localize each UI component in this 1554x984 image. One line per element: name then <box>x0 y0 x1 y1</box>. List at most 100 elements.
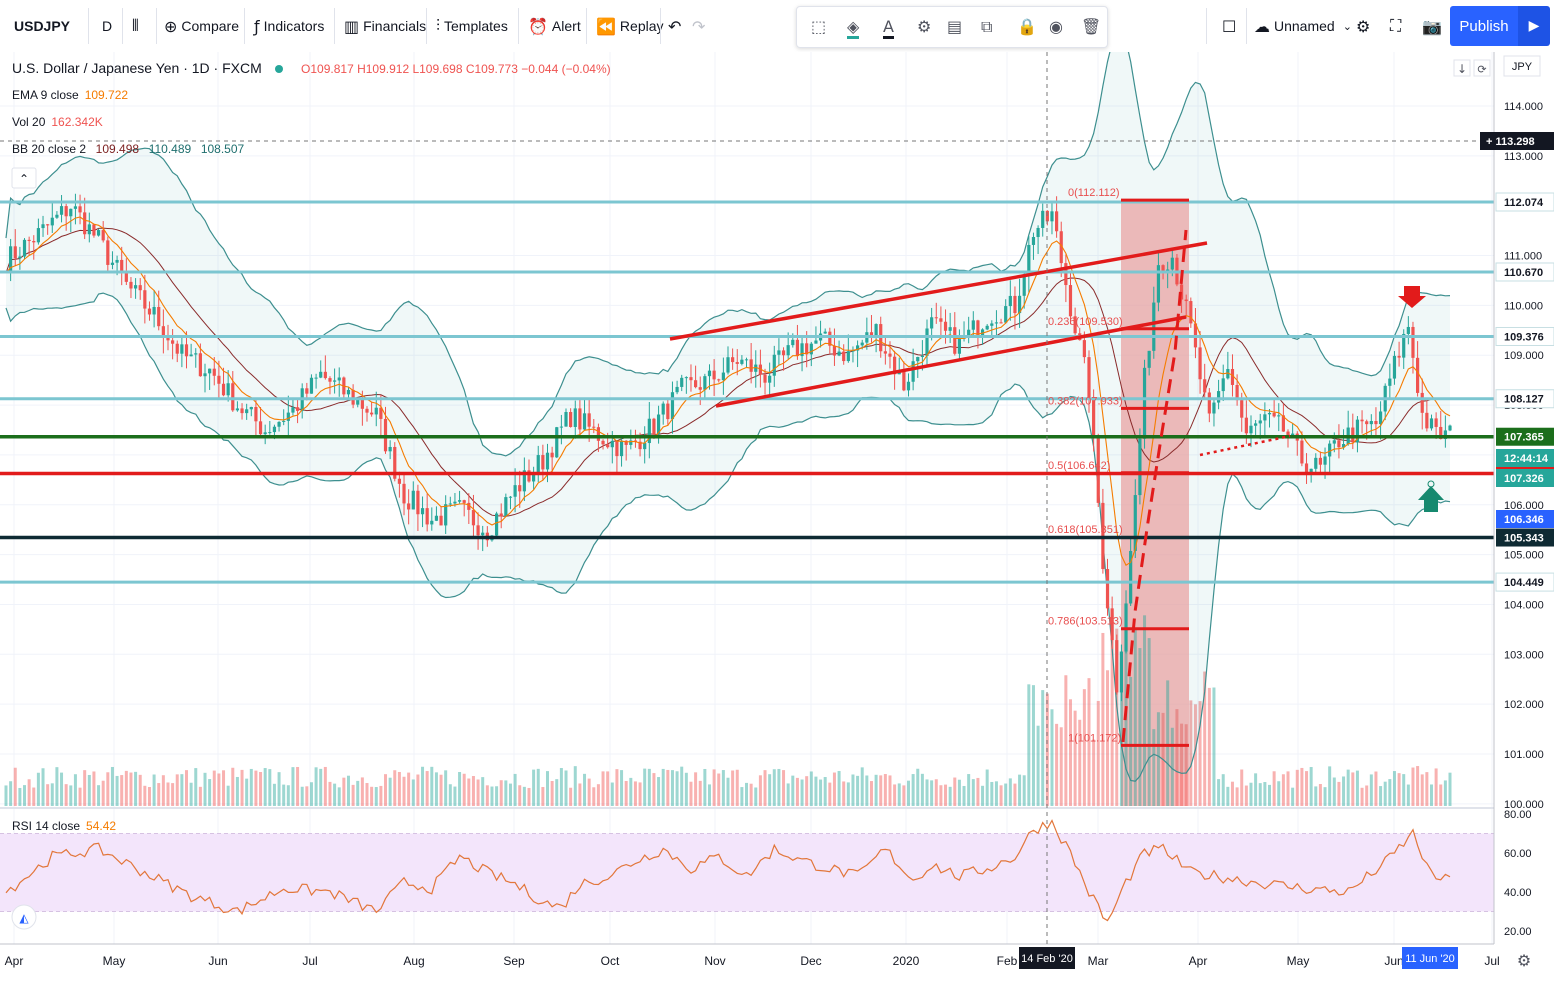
volume-bar <box>897 783 901 806</box>
bb-label: BB 20 close 2 <box>12 142 87 156</box>
candle-body <box>1027 244 1031 276</box>
layers-icon[interactable]: ▤ <box>947 17 963 36</box>
undo-button[interactable]: ↶ <box>668 8 685 44</box>
multi-layout-button[interactable]: ☐ <box>1222 8 1240 44</box>
main-legend: U.S. Dollar / Japanese Yen · 1D · FXCM O… <box>12 60 611 76</box>
candle-body <box>999 322 1003 324</box>
chart-type-button[interactable]: ⫴ <box>132 8 143 44</box>
candle-body <box>231 383 235 411</box>
candle-body <box>860 342 864 346</box>
candle-body <box>777 350 781 355</box>
volume-bar <box>462 773 466 806</box>
candle-body <box>1304 463 1309 473</box>
volume-bar <box>231 767 235 806</box>
time-axis-settings-button[interactable] <box>1512 948 1536 972</box>
candle-body <box>1119 651 1123 693</box>
bollinger-bands <box>5 52 1451 782</box>
ema-label: EMA 9 close <box>12 88 79 102</box>
volume-bar <box>795 777 799 806</box>
chart-settings-button[interactable]: ⚙ <box>1356 8 1374 44</box>
volume-bar <box>1281 774 1285 806</box>
layout-name-button[interactable]: ☁ Unnamed ⌄ <box>1254 8 1356 44</box>
redo-button[interactable]: ↷ <box>692 8 709 44</box>
price-chart[interactable]: 0(112.112) 0.236(109.530) 0.382(107.933) 0.… <box>0 52 1554 984</box>
candle-body <box>596 427 601 441</box>
volume-bar <box>416 774 420 806</box>
volume-bar <box>518 785 522 806</box>
candle-body <box>781 350 786 356</box>
bb-legend[interactable]: BB 20 close 2 109.498 110.489 108.507 <box>12 141 244 156</box>
volume-bar <box>458 772 462 806</box>
candle-body <box>157 306 161 327</box>
volume-bar <box>1059 727 1063 806</box>
candle-body <box>712 370 716 380</box>
candles-icon: ⫴ <box>132 16 139 35</box>
fib-label: 0.5(106.642) <box>1048 460 1110 472</box>
volume-bar <box>203 772 207 806</box>
candle-body <box>842 351 846 362</box>
currency-badge[interactable] <box>1503 55 1541 77</box>
settings-gear-icon[interactable]: ⚙ <box>917 17 932 36</box>
candle-body <box>587 413 591 427</box>
arrows <box>1398 286 1444 512</box>
publish-button[interactable]: Publish <box>1450 6 1518 46</box>
templates-button[interactable]: ⫶ Templates <box>436 8 508 44</box>
candle-body <box>763 374 767 383</box>
candle-body <box>1402 333 1406 358</box>
interval-button[interactable]: D <box>102 8 112 44</box>
crosshair-price-label: + 113.298 <box>1486 136 1535 148</box>
scroll-down-button[interactable] <box>1453 59 1471 77</box>
candle-body <box>1337 440 1341 448</box>
candle-body <box>1216 391 1221 403</box>
alert-button[interactable]: ⏰ Alert <box>528 8 581 44</box>
symbol-search-button[interactable]: USDJPY <box>14 8 70 44</box>
time-axis[interactable]: Apr May Jun Jul Aug Sep Oct Nov Dec 2020 Feb Mar Apr… <box>0 945 1500 984</box>
financials-button[interactable]: ▥ Financials <box>344 8 426 44</box>
clone-icon[interactable]: ⧉ <box>981 17 993 36</box>
snapshot-button[interactable]: 📷 <box>1422 8 1446 44</box>
indicators-button[interactable]: ƒ Indicators <box>254 8 324 44</box>
volume-bar <box>1166 680 1170 806</box>
volume-bar <box>4 785 8 806</box>
candle-body <box>532 473 536 482</box>
volume-bar <box>768 774 772 806</box>
candle-body <box>152 306 156 315</box>
lock-icon[interactable]: 🔒 <box>1017 17 1037 36</box>
tv-logo-button[interactable] <box>11 904 37 930</box>
collapse-legend-button[interactable] <box>11 167 37 189</box>
volume-bar <box>1221 774 1225 806</box>
level-tag-bg <box>1495 389 1554 409</box>
candle-body <box>402 483 406 504</box>
rsi-value: 54.42 <box>86 819 117 833</box>
fullscreen-button[interactable]: ⛶ <box>1390 8 1405 44</box>
price-tick-label: 106.000 <box>1504 500 1544 512</box>
volume-bar <box>157 783 161 806</box>
time-tick-label: Apr <box>1189 954 1208 968</box>
candle-body <box>726 357 730 373</box>
candle-body <box>430 520 434 525</box>
volume-bar <box>226 785 230 806</box>
candle-body <box>1434 418 1438 427</box>
fill-color-icon[interactable]: ◈ <box>847 17 860 39</box>
eye-icon[interactable]: ◉ <box>1049 17 1063 36</box>
candle-body <box>1351 427 1355 443</box>
publish-stream-button[interactable]: ▶ <box>1518 6 1550 46</box>
candle-body <box>874 324 878 338</box>
candle-body <box>448 503 452 505</box>
compare-button[interactable]: ⊕ Compare <box>164 8 239 44</box>
select-template-icon[interactable]: ⬚ <box>811 17 827 36</box>
volume-bar <box>41 768 45 806</box>
replay-button[interactable]: ⏪ Replay <box>596 8 664 44</box>
fib-labels: 0(112.112) 0.236(109.530) 0.382(107.933) 0.… <box>1048 187 1123 744</box>
trash-icon[interactable]: 🗑 <box>1081 17 1102 36</box>
rsi-legend[interactable]: RSI 14 close 54.42 <box>12 818 116 833</box>
reset-scale-button[interactable] <box>1473 59 1491 77</box>
candle-body <box>83 212 87 235</box>
volume-bar <box>1110 613 1114 806</box>
candle-body <box>133 285 138 289</box>
volume-bar <box>453 786 457 806</box>
vol-legend[interactable]: Vol 20 162.342K <box>12 114 103 129</box>
volume-bar <box>393 770 397 806</box>
ema-legend[interactable]: EMA 9 close 109.722 <box>12 87 128 102</box>
text-color-icon[interactable]: A <box>883 17 894 39</box>
